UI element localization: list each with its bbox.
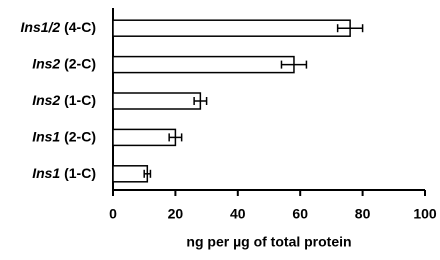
bar — [112, 165, 149, 183]
stage: (4-C) — [60, 19, 96, 35]
x-tick-label: 60 — [292, 206, 308, 222]
x-axis-label: ng per µg of total protein — [186, 234, 351, 250]
bar — [112, 19, 351, 37]
stage: (1-C) — [60, 165, 96, 181]
y-tick-label: Ins1 (2-C) — [32, 128, 96, 144]
x-tick-label: 20 — [168, 206, 184, 222]
gene-name: Ins1/2 — [21, 19, 61, 35]
y-tick-label: Ins2 (1-C) — [32, 92, 96, 108]
bar — [112, 92, 202, 110]
y-tick-label: Ins1/2 (4-C) — [21, 19, 96, 35]
gene-name: Ins1 — [32, 165, 60, 181]
gene-name: Ins1 — [32, 128, 60, 144]
y-tick-label: Ins1 (1-C) — [32, 165, 96, 181]
error-bar — [280, 60, 308, 69]
error-bar — [168, 133, 183, 142]
stage: (1-C) — [60, 92, 96, 108]
stage: (2-C) — [60, 128, 96, 144]
gene-name: Ins2 — [32, 55, 60, 71]
x-tick-label: 40 — [230, 206, 246, 222]
error-bar — [193, 97, 208, 105]
x-tick-label: 0 — [109, 206, 117, 222]
error-bar — [143, 169, 152, 178]
y-tick-label: Ins2 (2-C) — [32, 55, 96, 71]
stage: (2-C) — [60, 55, 96, 71]
x-tick-label: 80 — [355, 206, 371, 222]
bar — [112, 128, 177, 147]
x-tick-label: 100 — [413, 206, 437, 222]
gene-name: Ins2 — [32, 92, 60, 108]
bar — [112, 55, 295, 74]
error-bar — [336, 24, 364, 33]
